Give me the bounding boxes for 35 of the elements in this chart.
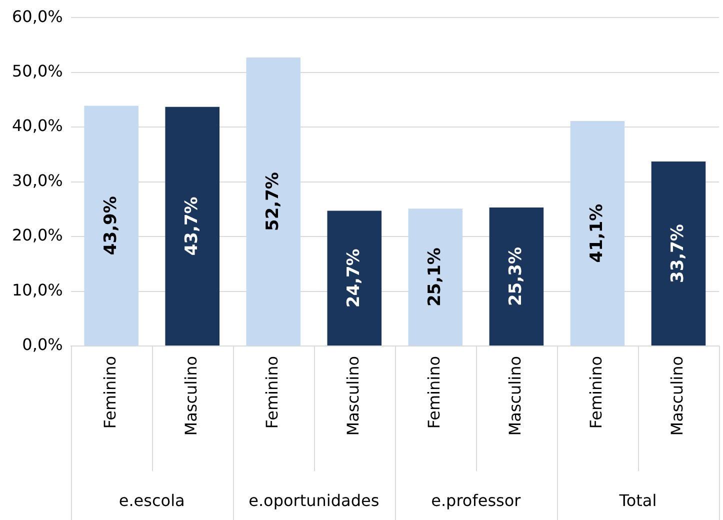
data-label: 25,1% [424,248,445,307]
text: e.oportunidades [248,491,380,510]
data-label: 33,7% [668,224,688,284]
bar [408,208,463,346]
x-tick-label: Feminino [586,356,606,429]
bar [651,162,706,346]
x-tick-label: Masculino [506,356,525,436]
x-tick-label: Masculino [182,356,201,436]
text: Total [618,491,657,510]
x-tick-label: Feminino [262,356,282,429]
y-tick-label: 0,0% [22,335,63,354]
x-tick-label: Feminino [100,356,120,429]
x-tick-label: Feminino [424,356,444,429]
y-tick-label: 10,0% [12,280,63,300]
data-label: 25,3% [506,247,526,306]
y-tick-label: 20,0% [12,226,63,245]
x-tick-label: Masculino [668,356,687,436]
y-tick-label: 50,0% [12,61,63,80]
text: e.professor [431,491,522,510]
bar [246,58,301,346]
bar [489,208,544,346]
bar [84,106,138,346]
y-tick-label: 40,0% [12,116,63,136]
x-tick-label: Masculino [344,356,363,436]
bar [570,121,625,346]
data-label: 41,1% [586,204,607,263]
bar [327,210,382,346]
text: e.escola [118,491,185,510]
bar [165,106,220,346]
data-label: 24,7% [344,248,364,308]
data-label: 43,9% [100,196,121,256]
y-tick-label: 30,0% [12,170,63,190]
y-tick-label: 60,0% [12,6,63,26]
data-label: 43,7% [182,196,202,256]
data-label: 52,7% [262,172,283,232]
